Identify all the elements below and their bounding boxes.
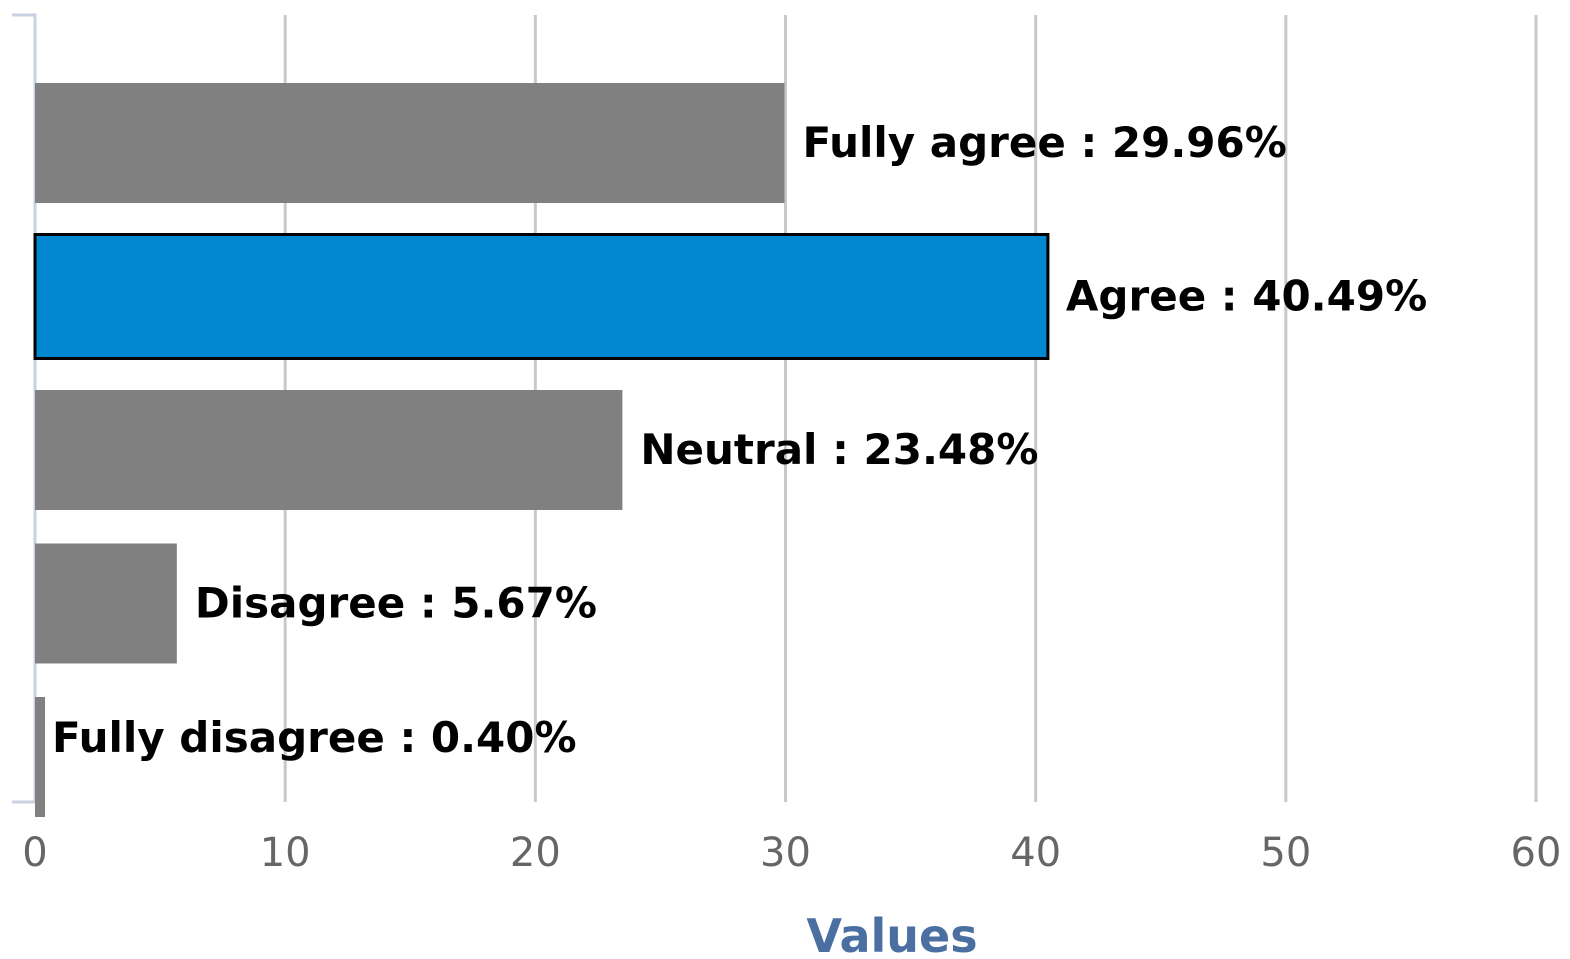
data-label: Fully disagree : 0.40%: [52, 713, 577, 762]
y-axis-line: [12, 13, 37, 804]
x-tick-label: 10: [260, 830, 311, 876]
bar-fully-agree[interactable]: [35, 83, 785, 203]
bar-disagree[interactable]: [35, 543, 177, 664]
x-tick-label: 40: [1010, 830, 1061, 876]
bar-agree[interactable]: [33, 233, 1050, 360]
x-tick-label: 30: [760, 830, 811, 876]
x-tick-label: 60: [1511, 830, 1562, 876]
x-tick-label: 50: [1260, 830, 1311, 876]
x-tick-label: 0: [22, 830, 47, 876]
data-label: Agree : 40.49%: [1066, 272, 1427, 321]
data-label: Neutral : 23.48%: [640, 425, 1038, 474]
data-label: Disagree : 5.67%: [195, 579, 597, 628]
x-tick-label: 20: [510, 830, 561, 876]
data-labels: Fully agree : 29.96% Agree : 40.49% Neutra…: [52, 118, 1427, 762]
y-axis: [12, 13, 37, 804]
x-axis-ticks: 0 10 20 30 40 50 60: [22, 830, 1561, 876]
x-axis-title: Values: [806, 909, 977, 959]
bar-fully-disagree[interactable]: [35, 697, 46, 817]
bar-neutral[interactable]: [35, 390, 623, 510]
data-label: Fully agree : 29.96%: [802, 118, 1286, 167]
bars: [33, 83, 1050, 817]
